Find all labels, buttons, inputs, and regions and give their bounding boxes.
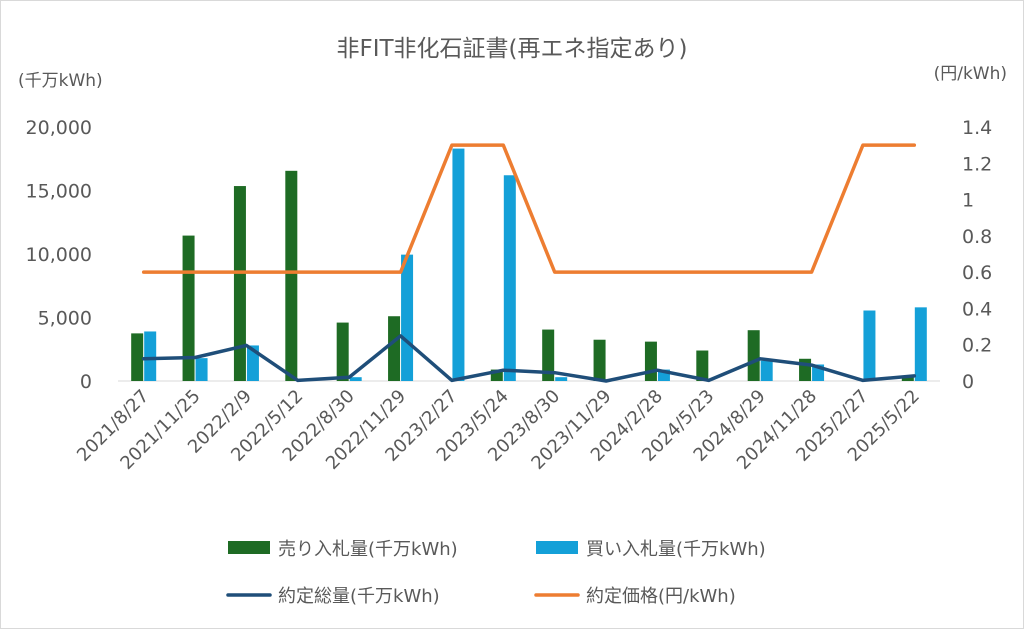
lines-group — [141, 143, 917, 383]
y-right-tick-label: 1 — [962, 190, 974, 212]
buy-bid-bar — [195, 358, 208, 381]
sell-bid-bar — [593, 339, 606, 381]
y-right-tick-label: 0.4 — [962, 298, 992, 320]
x-axis-ticks: 2021/8/272021/11/252022/2/92022/5/122022… — [73, 386, 924, 474]
y-right-tick-label: 1.4 — [962, 117, 992, 139]
y-left-tick-label: 20,000 — [26, 117, 92, 139]
sell-bid-bar — [388, 316, 401, 381]
legend-contract-price-label: 約定価格(円/kWh) — [586, 586, 736, 607]
y-right-tick-label: 1.2 — [962, 153, 992, 175]
legend-contract-volume-label: 約定総量(千万kWh) — [278, 586, 440, 607]
sell-bid-bar — [336, 322, 349, 381]
buy-bid-bar — [863, 310, 876, 381]
sell-bid-bar — [747, 330, 760, 381]
sell-bid-bar — [696, 350, 709, 381]
contract-volume-line — [141, 334, 917, 383]
buy-bid-bar — [914, 307, 927, 381]
y-left-tick-label: 0 — [80, 371, 92, 393]
legend-sell-bid-swatch — [228, 541, 270, 554]
y-left-tick-label: 15,000 — [26, 181, 92, 203]
buy-bid-bar — [246, 345, 259, 381]
buy-bid-bar — [657, 369, 670, 381]
buy-bid-bar — [555, 377, 568, 381]
contract-price-line — [141, 143, 917, 274]
sell-bid-bar — [542, 329, 555, 381]
sell-bid-bar — [285, 170, 298, 381]
y-right-tick-label: 0.8 — [962, 226, 992, 248]
y-right-unit-label: (円/kWh) — [934, 64, 1007, 84]
buy-bid-bar — [760, 360, 773, 381]
buy-bid-bar — [503, 175, 516, 381]
sell-bid-bar — [901, 375, 914, 381]
sell-bid-bar — [490, 369, 503, 381]
y-left-tick-label: 5,000 — [38, 308, 92, 330]
y-right-tick-label: 0.2 — [962, 335, 992, 357]
y-left-tick-label: 10,000 — [26, 244, 92, 266]
legend: 売り入札量(千万kWh) 買い入札量(千万kWh) 約定総量(千万kWh) 約定価格(… — [226, 539, 766, 607]
y-left-unit-label: (千万kWh) — [18, 71, 103, 91]
legend-sell-bid-label: 売り入札量(千万kWh) — [278, 539, 458, 560]
y-right-tick-label: 0 — [962, 371, 974, 393]
y-right-axis: 0 0.2 0.4 0.6 0.8 1 1.2 1.4 — [962, 117, 992, 393]
chart-title: 非FIT非化石証書(再エネ指定あり) — [336, 36, 687, 62]
sell-bid-bar — [131, 333, 144, 381]
sell-bid-bar — [644, 341, 657, 381]
y-left-axis: 0 5,000 10,000 15,000 20,000 — [26, 117, 92, 393]
bars-group — [131, 148, 927, 381]
buy-bid-bar — [452, 148, 465, 381]
legend-buy-bid-label: 買い入札量(千万kWh) — [586, 539, 766, 560]
legend-buy-bid-swatch — [536, 541, 578, 554]
buy-bid-bar — [401, 254, 414, 381]
sell-bid-bar — [233, 186, 246, 381]
y-right-tick-label: 0.6 — [962, 262, 992, 284]
buy-bid-bar — [144, 331, 157, 381]
buy-bid-bar — [349, 377, 362, 381]
